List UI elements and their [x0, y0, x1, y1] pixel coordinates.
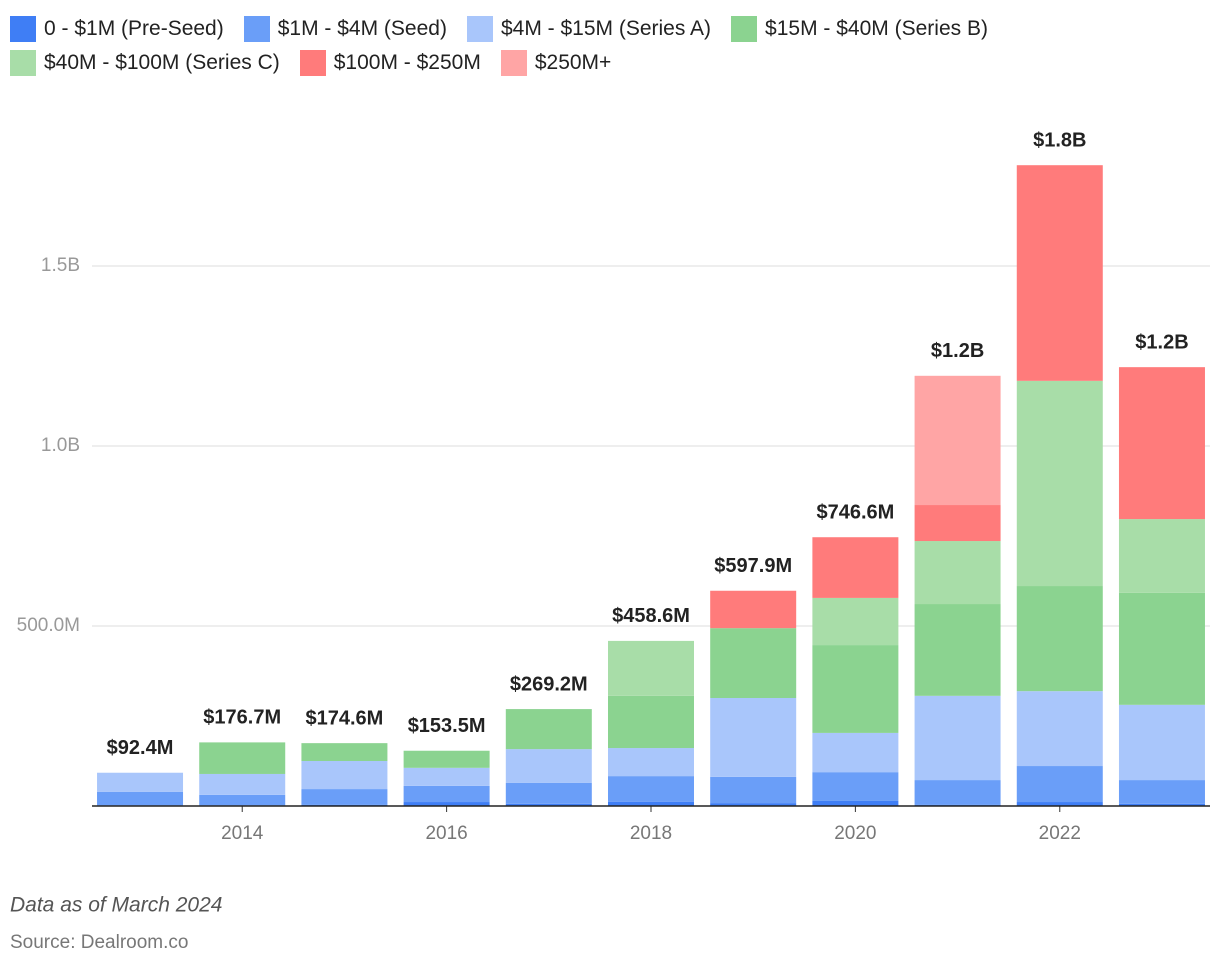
legend-item: $40M - $100M (Series C) [10, 46, 280, 80]
bar-segment [710, 803, 797, 806]
bar-segment [1016, 766, 1103, 803]
bar-segment [97, 791, 184, 806]
bar-segment [812, 597, 899, 646]
y-tick-label: 1.0B [41, 435, 80, 456]
x-tick-label: 2014 [221, 823, 264, 844]
total-label: $176.7M [203, 707, 281, 729]
bar-segment [403, 767, 490, 786]
legend-item: $4M - $15M (Series A) [466, 12, 712, 46]
bar-segment [301, 789, 388, 805]
bar-segment [914, 695, 1001, 781]
legend-swatch [243, 16, 270, 42]
bar-segment [914, 780, 1001, 805]
legend-label: $1M - $4M (Seed) [277, 17, 447, 40]
x-tick-label: 2016 [425, 823, 467, 844]
bar-segment [1118, 704, 1205, 781]
bar-segment [505, 709, 592, 750]
legend-swatch [10, 16, 36, 42]
bar-segment [199, 794, 286, 806]
legend-label: $4M - $15M (Series A) [500, 17, 712, 40]
legend-label: 0 - $1M (Pre-Seed) [44, 17, 224, 40]
bar-segment [301, 743, 388, 761]
legend-item: 0 - $1M (Pre-Seed) [10, 12, 224, 46]
bar-segment [403, 802, 490, 806]
bar-segment [914, 505, 1001, 542]
bar-segment [1118, 780, 1205, 804]
bar-segment [1118, 803, 1205, 806]
total-label: $1.2B [1135, 331, 1188, 353]
total-label: $174.6M [305, 707, 383, 729]
bar-segment [914, 604, 1001, 696]
legend-swatch [299, 50, 326, 76]
bar-segment [1016, 691, 1103, 767]
legend-item: $1M - $4M (Seed) [243, 12, 447, 46]
bar-segment [710, 628, 797, 698]
x-tick-label: 2020 [834, 823, 876, 844]
bar-segment [1118, 367, 1205, 520]
bar-segment [1016, 802, 1103, 806]
x-tick-label: 2018 [630, 823, 672, 844]
total-label: $269.2M [510, 673, 588, 695]
bar-segment [1016, 586, 1103, 692]
bar-segment [199, 773, 286, 795]
y-tick-label: 500.0M [17, 615, 80, 636]
bar-segment [812, 645, 899, 733]
bar-segment [403, 785, 490, 803]
legend-swatch [10, 50, 36, 76]
bar-segment [1118, 519, 1205, 593]
bar-segment [505, 749, 592, 783]
bar-segment [1016, 165, 1103, 381]
bar-segment [1118, 592, 1205, 705]
bar-segment [812, 772, 899, 801]
source: Source: Dealroom.co [10, 932, 188, 953]
legend-label: $100M - $250M [333, 51, 481, 74]
total-label: $1.2B [931, 340, 984, 362]
legend-swatch [466, 16, 493, 42]
legend-label: $15M - $40M (Series B) [765, 17, 988, 40]
bar-segment [710, 590, 797, 629]
bar-segment [1016, 380, 1103, 587]
legend-item: $15M - $40M (Series B) [731, 12, 988, 46]
legend-label: $250M+ [534, 51, 612, 74]
bar-segment [812, 732, 899, 773]
bar-segment [608, 776, 694, 802]
total-label: $153.5M [408, 715, 486, 737]
bar-segment [608, 801, 694, 806]
legend-swatch [731, 16, 758, 42]
bar-segment [301, 761, 388, 790]
bar-segment [914, 541, 1001, 605]
total-label: $746.6M [816, 502, 894, 524]
bar-segment [608, 695, 694, 749]
bar-segment [608, 640, 694, 696]
total-label: $458.6M [612, 605, 690, 627]
bar-segment [710, 776, 797, 804]
legend-label: $40M - $100M (Series C) [44, 51, 280, 74]
x-tick-label: 2022 [1039, 823, 1081, 844]
bar-segment [199, 742, 286, 774]
bar-segment [403, 750, 490, 768]
legend-item: $100M - $250M [299, 46, 481, 80]
bar-segment [505, 803, 592, 806]
bar-segment [97, 772, 184, 792]
total-label: $1.8B [1033, 129, 1086, 151]
legend: 0 - $1M (Pre-Seed) $1M - $4M (Seed) $4M - … [10, 12, 1210, 80]
legend-swatch [500, 50, 527, 76]
bar-segment [812, 800, 899, 806]
note: Data as of March 2024 [10, 894, 222, 917]
bar-segment [710, 698, 797, 777]
legend-item: $250M+ [500, 46, 612, 80]
bar-segment [812, 537, 899, 598]
bar-segment [608, 748, 694, 777]
total-label: $597.9M [714, 555, 792, 577]
total-label: $92.4M [107, 737, 174, 759]
bar-segment [914, 375, 1001, 506]
y-tick-label: 1.5B [41, 255, 80, 276]
bar-segment [505, 782, 592, 804]
